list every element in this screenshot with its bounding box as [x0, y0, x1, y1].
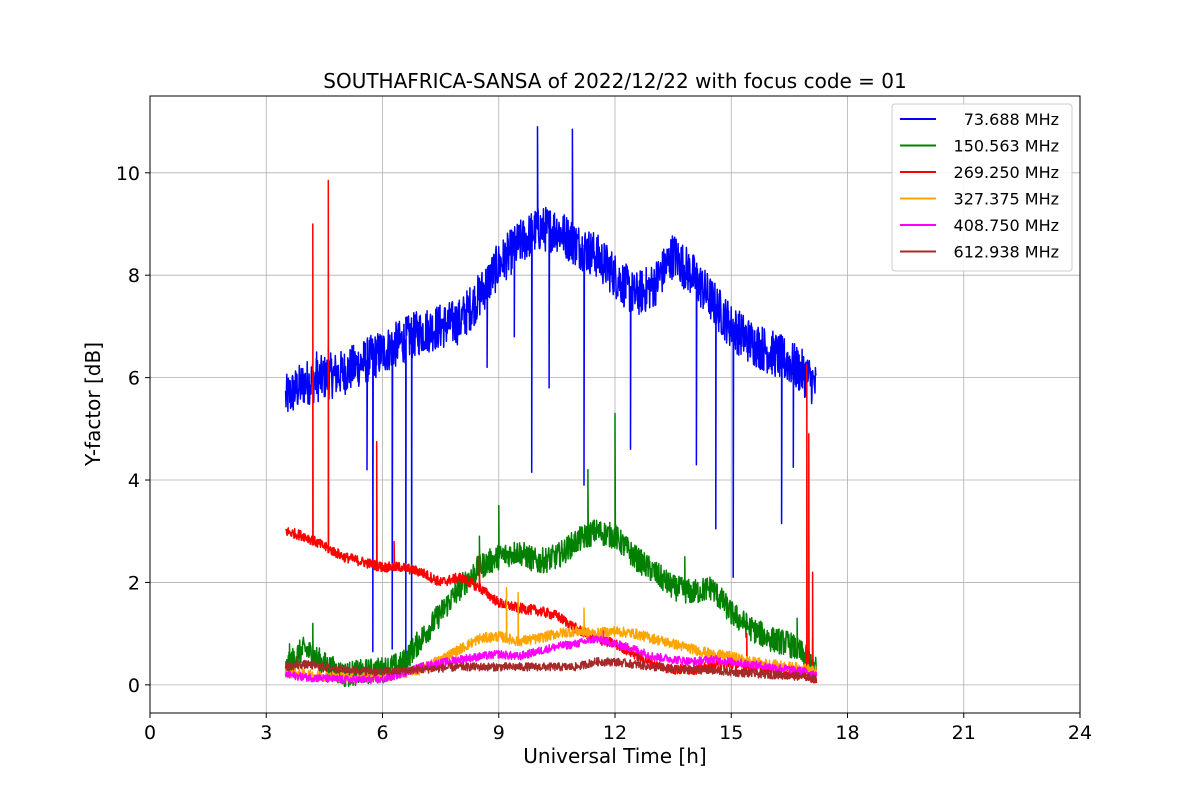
x-tick-label: 15 [719, 722, 743, 744]
series-line [284, 653, 818, 684]
series-line [284, 125, 817, 671]
legend-label: 73.688 MHz [964, 110, 1059, 129]
y-tick-label: 8 [128, 265, 140, 287]
legend: 73.688 MHz 150.563 MHz 269.250 MHz 327.375 … [891, 103, 1073, 272]
legend-label: 269.250 MHz [954, 163, 1059, 182]
legend-label: 408.750 MHz [954, 216, 1059, 235]
x-tick-label: 21 [952, 722, 976, 744]
x-tick-label: 6 [376, 722, 388, 744]
x-tick-label: 24 [1068, 722, 1092, 744]
chart-title: SOUTHAFRICA-SANSA of 2022/12/22 with foc… [323, 69, 907, 93]
legend-label: 327.375 MHz [954, 190, 1059, 209]
y-axis-label: Y-factor [dB] [81, 342, 105, 467]
y-tick-label: 6 [128, 368, 140, 390]
y-tick-label: 2 [128, 572, 140, 594]
y-tick-label: 4 [128, 470, 140, 492]
series-layer [284, 125, 818, 688]
x-axis-label: Universal Time [h] [523, 744, 706, 768]
series-line [284, 630, 818, 685]
series-line [284, 412, 818, 688]
y-tick-label: 0 [128, 675, 140, 697]
legend-box [891, 103, 1073, 272]
x-tick-label: 18 [835, 722, 859, 744]
legend-label: 612.938 MHz [954, 243, 1059, 262]
x-tick-label: 0 [144, 722, 156, 744]
x-tick-label: 3 [260, 722, 272, 744]
plot-area [284, 125, 818, 688]
legend-label: 150.563 MHz [954, 137, 1059, 156]
x-tick-label: 9 [493, 722, 505, 744]
series-line [284, 586, 818, 683]
y-tick-label: 10 [116, 163, 140, 185]
x-tick-label: 12 [603, 722, 627, 744]
